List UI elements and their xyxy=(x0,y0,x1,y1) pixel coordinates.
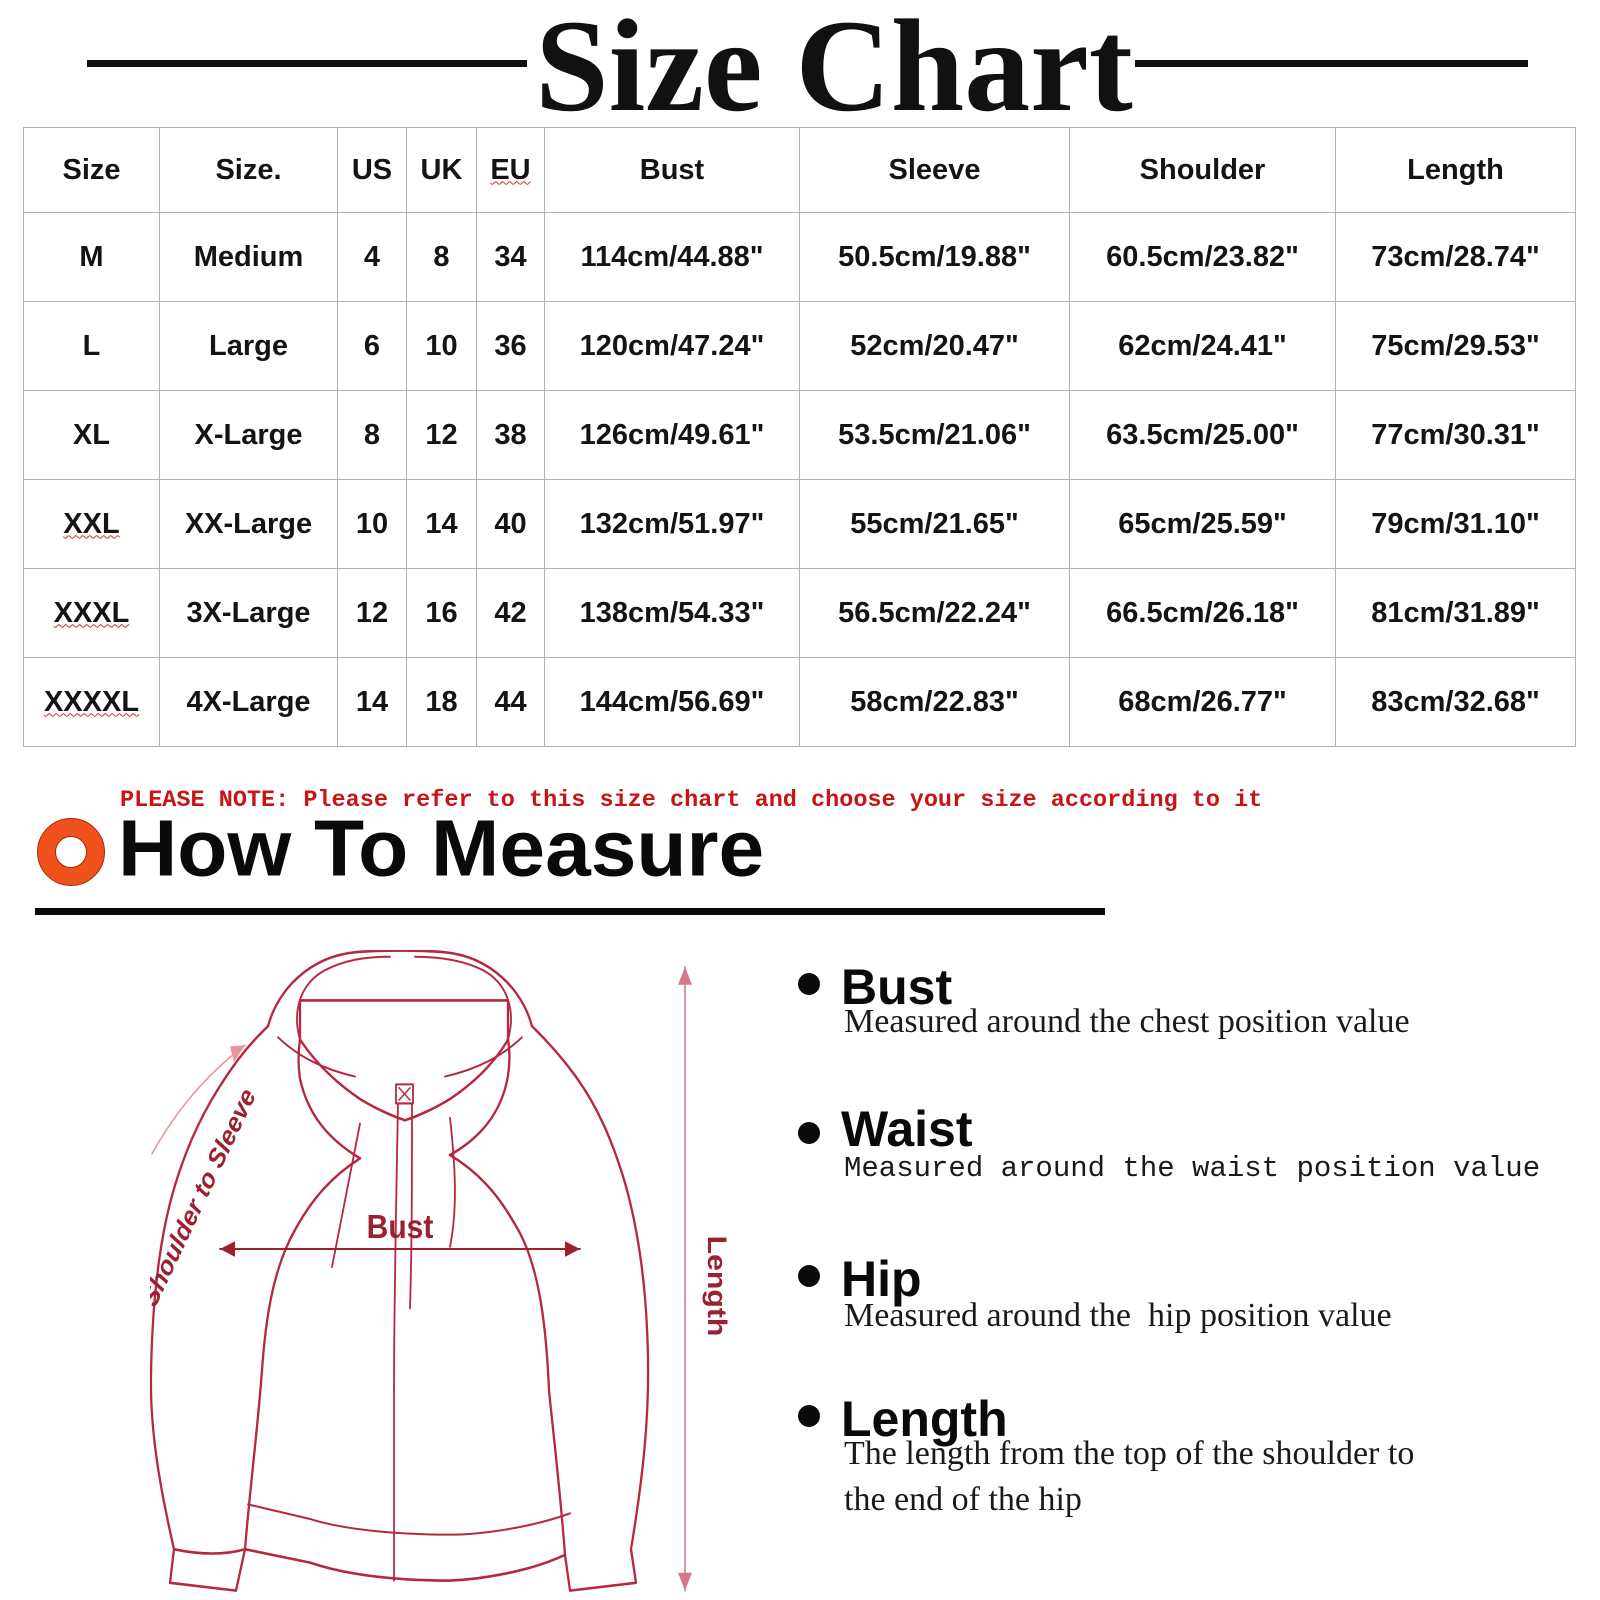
svg-text:Shoulder to Sleeve: Shoulder to Sleeve xyxy=(150,1084,261,1311)
svg-text:Bust: Bust xyxy=(367,1207,434,1245)
svg-text:Length: Length xyxy=(701,1236,731,1337)
